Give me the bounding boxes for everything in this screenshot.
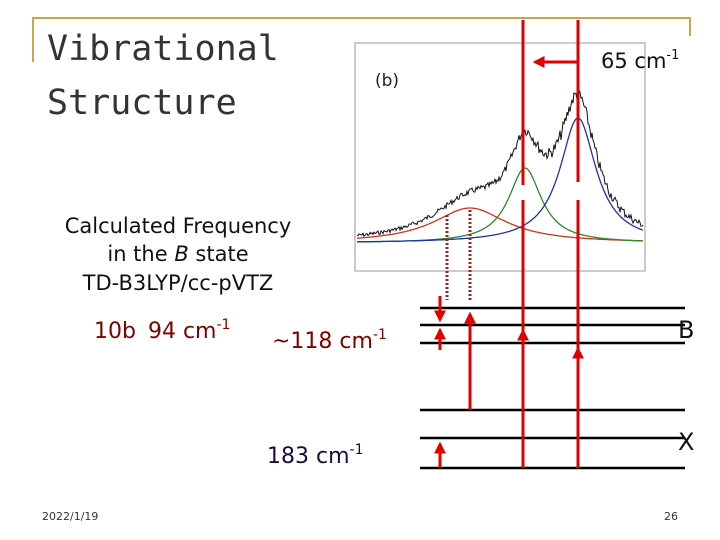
superscript: -1 — [666, 48, 679, 63]
state-label: B — [678, 316, 694, 344]
splitting-text: 65 cm — [601, 49, 666, 73]
spectrum-curve — [356, 88, 644, 238]
frequency-text: 94 cm — [148, 319, 217, 344]
frequency: 183 cm-1 — [267, 442, 363, 469]
superscript: -1 — [350, 442, 364, 458]
text: in the — [107, 242, 174, 266]
superscript: -1 — [373, 327, 387, 343]
mode: 10b — [94, 319, 136, 344]
title-line: Structure — [47, 83, 237, 123]
spectrum-curve — [357, 117, 644, 243]
connectors — [445, 210, 472, 300]
frame-accent — [32, 17, 691, 62]
spectrum-curve — [356, 207, 643, 242]
calc-line: TD-B3LYP/cc-pVTZ — [82, 271, 274, 295]
frequency: 10b 94 cm-1 — [94, 317, 230, 344]
page-number: 26 — [664, 510, 678, 523]
spectrum-curves — [356, 88, 644, 243]
text: state — [189, 242, 249, 266]
superscript: -1 — [216, 317, 230, 333]
calc-line: in the B state — [107, 242, 248, 266]
state-label: X — [678, 428, 694, 456]
title-line: Vibrational — [47, 29, 279, 69]
transitions — [434, 20, 584, 468]
frequency: ~118 cm-1 — [272, 327, 387, 354]
frequency-text: 183 cm — [267, 444, 350, 469]
energy-levels — [420, 306, 685, 470]
calc-line: Calculated Frequency — [65, 214, 292, 238]
spectrum-panel: (b) — [354, 42, 646, 272]
footer-date: 2022/1/19 — [42, 510, 98, 523]
splitting-label: 65 cm-1 — [601, 48, 679, 73]
panel-label: (b) — [375, 71, 399, 91]
italic-text: B — [174, 242, 188, 266]
frequency-text: ~118 cm — [272, 329, 373, 354]
